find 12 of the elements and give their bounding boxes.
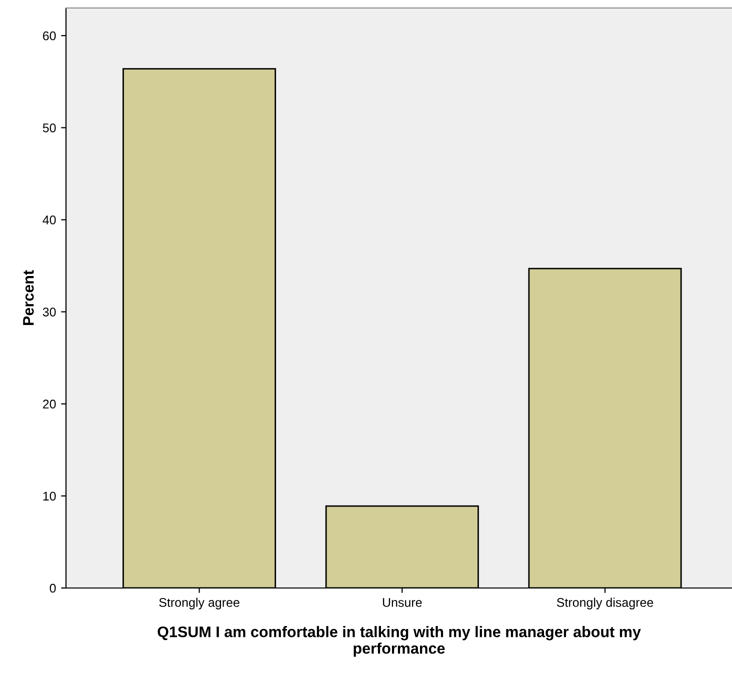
x-axis-title: Q1SUM I am comfortable in talking with my line manager about my performance (158, 626, 641, 657)
y-tick-label: 30 (42, 308, 56, 316)
x-tick-label: Unsure (382, 598, 422, 607)
y-tick-label: 10 (43, 492, 56, 501)
x-tick-label: Strongly disagree (556, 598, 654, 610)
x-tick-label: Strongly agree (159, 598, 240, 610)
y-tick-label: 20 (43, 400, 56, 409)
y-tick-label: 50 (42, 123, 56, 132)
y-tick-label: 40 (42, 216, 56, 224)
y-tick-label: 0 (50, 584, 56, 593)
y-tick-label: 60 (43, 31, 56, 40)
y-axis-title: Percent (23, 270, 34, 325)
